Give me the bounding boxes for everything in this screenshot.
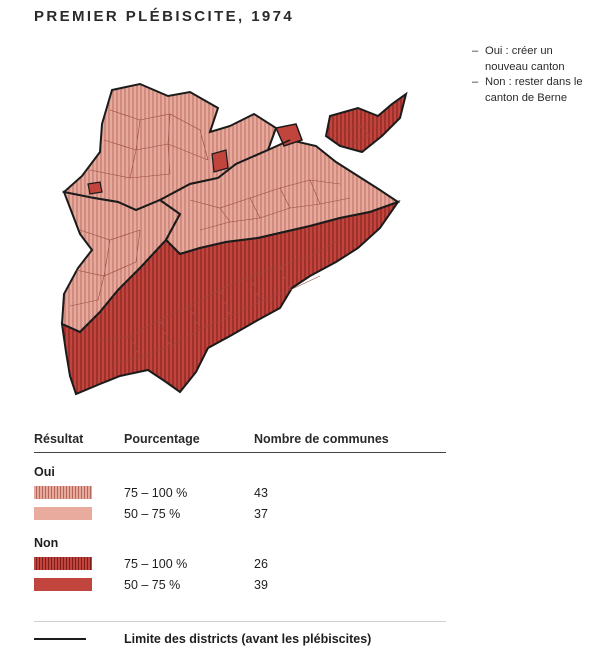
legend-row: 75 – 100 % 43 [34, 482, 446, 503]
swatch-oui-solid [34, 507, 92, 520]
header-count: Nombre de communes [254, 432, 389, 446]
result-notes: – Oui : créer un nouveau canton – Non : … [472, 44, 592, 106]
region-laufen [324, 91, 408, 154]
jura-map [40, 80, 420, 420]
enclave-non-c [87, 181, 103, 195]
legend-count: 37 [254, 506, 268, 521]
legend-percent: 75 – 100 % [124, 556, 188, 571]
legend-count: 26 [254, 556, 268, 571]
note-dash: – [472, 45, 479, 57]
header-result: Résultat [34, 432, 84, 446]
legend-percent: 50 – 75 % [124, 577, 181, 592]
enclave-non-a [274, 123, 303, 147]
header-percent: Pourcentage [124, 432, 200, 446]
district-line-swatch [34, 638, 86, 640]
legend-group-oui: Oui [34, 465, 55, 479]
commune-boundaries [69, 109, 381, 365]
legend-percent: 75 – 100 % [124, 485, 188, 500]
legend-count: 39 [254, 577, 268, 592]
note-oui-text: Oui : créer un nouveau canton [485, 45, 565, 73]
legend-group-non: Non [34, 536, 59, 550]
legend-header: Résultat Pourcentage Nombre de communes [34, 432, 446, 453]
swatch-oui-hatched [34, 486, 92, 499]
legend-row: 50 – 75 % 39 [34, 574, 446, 595]
legend-row: 50 – 75 % 37 [34, 503, 446, 524]
legend: Résultat Pourcentage Nombre de communes … [34, 432, 446, 646]
map-svg [60, 82, 408, 396]
legend-percent: 50 – 75 % [124, 506, 181, 521]
map-title: PREMIER PLÉBISCITE, 1974 [34, 8, 295, 25]
note-dash: – [472, 76, 479, 88]
swatch-non-solid [34, 578, 92, 591]
enclave-non-b [211, 149, 229, 173]
district-line-label: Limite des districts (avant les plébisci… [124, 632, 372, 646]
swatch-non-hatched [34, 557, 92, 570]
note-non: – Non : rester dans le canton de Berne [472, 75, 592, 106]
legend-count: 43 [254, 485, 268, 500]
district-boundaries [165, 139, 291, 349]
legend-district-line: Limite des districts (avant les plébisci… [34, 621, 446, 646]
note-non-text: Non : rester dans le canton de Berne [485, 76, 583, 104]
legend-row: 75 – 100 % 26 [34, 553, 446, 574]
note-oui: – Oui : créer un nouveau canton [472, 44, 592, 75]
